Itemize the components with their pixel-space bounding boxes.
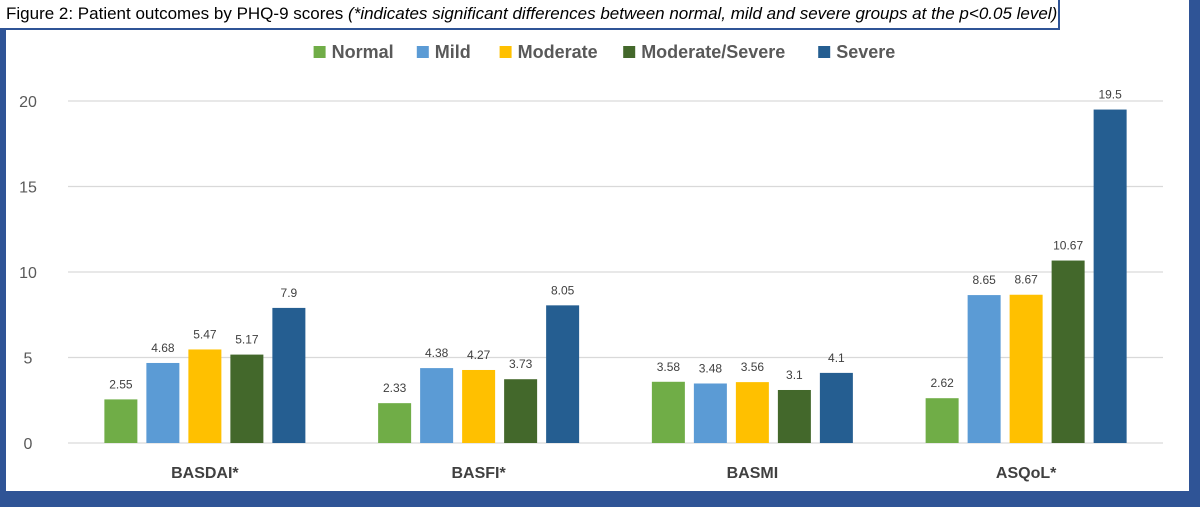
category-label: BASFI* xyxy=(452,465,507,482)
bar-moderate xyxy=(735,382,769,443)
data-label: 5.47 xyxy=(193,327,217,341)
bar-normal xyxy=(378,403,412,443)
chart-panel: 0 5 10 15 20 2.55 4.68 5.47 5.17 7.9 BASDAI* 2.33 4.… xyxy=(6,0,1189,491)
legend-label: Moderate/Severe xyxy=(641,42,785,62)
legend-swatch xyxy=(623,46,636,58)
legend-swatch xyxy=(416,46,429,58)
data-label: 3.56 xyxy=(741,360,765,374)
bar-mild xyxy=(967,295,1001,443)
bar-normal xyxy=(651,381,685,443)
legend-label: Mild xyxy=(435,42,471,62)
legend-swatch xyxy=(818,46,831,58)
y-tick-label: 20 xyxy=(19,94,37,111)
data-label: 3.48 xyxy=(699,361,723,375)
legend-swatch xyxy=(499,46,512,58)
bar-moderate xyxy=(462,369,496,443)
data-label: 2.62 xyxy=(930,376,954,390)
legend-label: Severe xyxy=(836,42,895,62)
bar-severe xyxy=(819,372,853,443)
data-label: 4.1 xyxy=(828,351,845,365)
bar-moderate xyxy=(188,349,222,443)
data-label: 10.67 xyxy=(1053,239,1083,253)
caption-note: (*indicates significant differences betw… xyxy=(348,4,1058,23)
y-tick-label: 0 xyxy=(24,436,33,453)
bar-moderate-severe xyxy=(1051,260,1085,443)
data-label: 4.68 xyxy=(151,341,175,355)
category-label: BASDAI* xyxy=(171,465,239,482)
legend-label: Normal xyxy=(332,42,394,62)
category-label: ASQoL* xyxy=(996,465,1057,482)
bar-chart: 0 5 10 15 20 2.55 4.68 5.47 5.17 7.9 BASDAI* 2.33 4.… xyxy=(19,42,1163,482)
data-label: 3.58 xyxy=(657,360,681,374)
bar-severe xyxy=(546,305,580,443)
bar-mild xyxy=(693,383,727,443)
bar-severe xyxy=(272,307,306,443)
data-label: 3.1 xyxy=(786,368,803,382)
bar-normal xyxy=(104,399,138,443)
bar-moderate-severe xyxy=(777,389,811,443)
bar-severe xyxy=(1093,109,1127,444)
data-label: 3.73 xyxy=(509,357,533,371)
bar-mild xyxy=(146,362,180,443)
data-label: 2.33 xyxy=(383,381,407,395)
data-label: 2.55 xyxy=(109,377,133,391)
legend-label: Moderate xyxy=(518,42,598,62)
y-tick-label: 15 xyxy=(19,180,37,197)
caption-prefix: Figure 2: Patient outcomes by PHQ-9 scor… xyxy=(6,4,349,23)
bar-normal xyxy=(925,398,959,443)
legend-swatch xyxy=(313,46,326,58)
data-label: 4.27 xyxy=(467,348,491,362)
data-label: 8.65 xyxy=(972,273,996,287)
data-label: 4.38 xyxy=(425,346,449,360)
data-label: 19.5 xyxy=(1098,88,1122,102)
data-label: 7.9 xyxy=(281,286,298,300)
y-tick-label: 5 xyxy=(24,351,33,368)
bar-moderate-severe xyxy=(230,354,264,443)
data-label: 5.17 xyxy=(235,333,259,347)
caption-box: Figure 2: Patient outcomes by PHQ-9 scor… xyxy=(0,0,1060,30)
data-label: 8.67 xyxy=(1014,273,1038,287)
data-label: 8.05 xyxy=(551,283,575,297)
y-tick-label: 10 xyxy=(19,265,37,282)
category-label: BASMI xyxy=(727,465,779,482)
bar-mild xyxy=(420,368,454,443)
figure-caption: Figure 2: Patient outcomes by PHQ-9 scor… xyxy=(6,4,1057,24)
bar-moderate-severe xyxy=(504,379,538,443)
bar-moderate xyxy=(1009,294,1043,443)
